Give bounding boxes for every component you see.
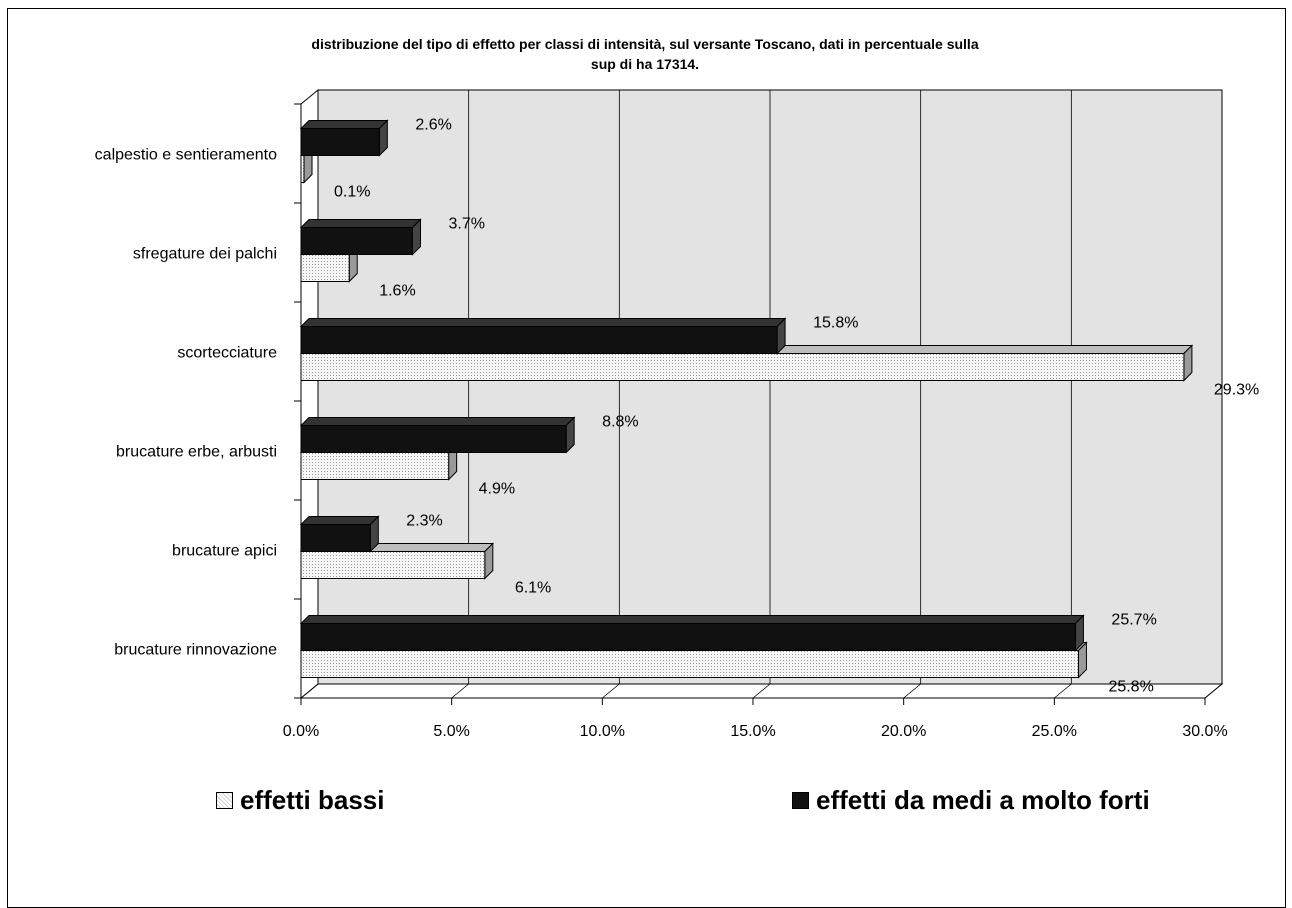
floor-gridline — [1204, 683, 1223, 699]
bar-high — [299, 317, 787, 355]
bar-high-front — [300, 524, 371, 552]
x-tick-label: 15.0% — [730, 723, 775, 740]
bar-high-top — [299, 615, 1085, 624]
data-label-low: 29.3% — [1214, 382, 1259, 399]
data-label-low: 25.8% — [1108, 679, 1153, 696]
category-label: brucature rinnovazione — [114, 642, 277, 659]
category-label: scortecciature — [177, 345, 277, 362]
bar-high-top — [299, 219, 422, 228]
bar-high — [299, 614, 1085, 652]
data-label-low: 1.6% — [379, 283, 415, 300]
x-tick-label: 5.0% — [433, 723, 469, 740]
data-label-high: 8.8% — [602, 414, 638, 431]
data-label-low: 0.1% — [334, 184, 370, 201]
data-label-high: 25.7% — [1111, 612, 1156, 629]
floor-gridline — [903, 683, 921, 699]
bar-low — [299, 542, 495, 580]
bar-low-front — [300, 650, 1079, 678]
bar-low-front — [300, 353, 1185, 381]
x-tick-label: 10.0% — [580, 723, 625, 740]
legend-label-high: effetti da medi a molto forti — [816, 785, 1150, 815]
floor-gridline — [1054, 683, 1072, 699]
data-label-high: 3.7% — [448, 216, 484, 233]
data-label-high: 2.3% — [406, 513, 442, 530]
data-label-high: 2.6% — [415, 117, 451, 134]
legend-swatch-low — [216, 792, 233, 809]
bar-low-front — [300, 452, 450, 480]
bar-high-top — [299, 417, 576, 426]
floor-gridline — [752, 683, 771, 699]
bar-high-front — [300, 623, 1076, 651]
category-label: brucature apici — [172, 543, 277, 560]
bar-high — [299, 515, 380, 553]
bar-high-top — [299, 516, 380, 525]
bar-low-front — [300, 551, 486, 579]
bar-high-top — [299, 318, 787, 327]
legend-swatch-high — [792, 792, 809, 809]
chart-title: distribuzione del tipo di effetto per cl… — [311, 36, 979, 72]
x-tick-label: 30.0% — [1182, 723, 1227, 740]
legend-item-high: effetti da medi a molto forti — [792, 785, 1150, 816]
bar-high — [299, 218, 422, 256]
bar-low-front — [300, 155, 305, 183]
floor-gridline — [451, 683, 469, 699]
category-label: calpestio e sentieramento — [95, 147, 277, 164]
data-label-high: 15.8% — [813, 315, 858, 332]
data-label-low: 4.9% — [479, 481, 515, 498]
bar-high — [299, 119, 389, 157]
category-label: sfregature dei palchi — [133, 246, 277, 263]
bar-high — [299, 416, 576, 454]
category-label: brucature erbe, arbusti — [116, 444, 277, 461]
x-tick-label: 25.0% — [1032, 723, 1077, 740]
bar-high-front — [300, 326, 778, 354]
legend: effetti bassi effetti da medi a molto fo… — [0, 785, 1292, 825]
bar-high-front — [300, 227, 413, 255]
x-tick-label: 0.0% — [283, 723, 319, 740]
bar-high-front — [300, 425, 567, 453]
legend-item-low: effetti bassi — [216, 785, 385, 816]
bar-high-top — [299, 120, 389, 129]
bar-low-front — [300, 254, 350, 282]
x-tick-label: 20.0% — [881, 723, 926, 740]
floor-gridline — [602, 683, 620, 699]
bar-high-front — [300, 128, 380, 156]
legend-label-low: effetti bassi — [240, 785, 385, 815]
bar-chart: 0.0% 5.0% 10.0% 15.0% 20.0% 25.0% 30.0% calpest… — [95, 88, 1259, 740]
data-label-low: 6.1% — [515, 580, 551, 597]
